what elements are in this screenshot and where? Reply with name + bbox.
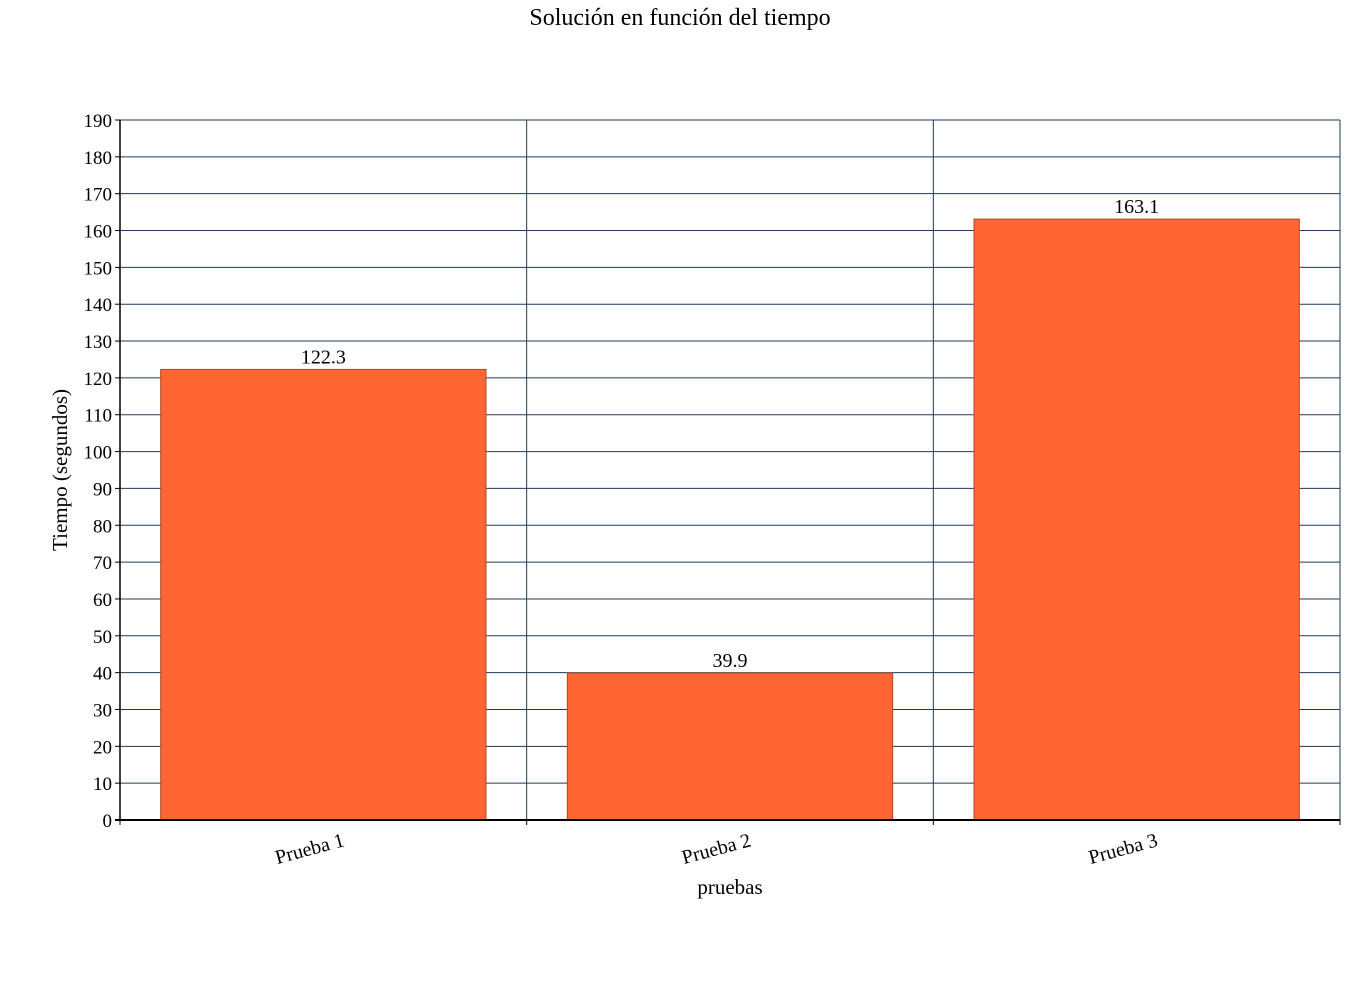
bar xyxy=(160,368,487,821)
y-axis-title: Tiempo (segundos) xyxy=(48,389,72,551)
y-tick-label: 100 xyxy=(84,443,113,464)
y-tick-label: 50 xyxy=(93,627,112,648)
x-tick-label: Prueba 3 xyxy=(1086,829,1160,869)
x-tick-label: Prueba 2 xyxy=(680,829,754,869)
y-tick-label: 80 xyxy=(93,516,112,537)
y-tick-label: 160 xyxy=(84,222,113,243)
bars-layer xyxy=(160,218,1300,821)
y-tick-label: 150 xyxy=(84,258,113,279)
y-tick-label: 190 xyxy=(84,111,113,132)
axes-layer xyxy=(115,119,1341,825)
y-tick-label: 130 xyxy=(84,332,113,353)
bar-value-label: 39.9 xyxy=(713,650,748,672)
bar xyxy=(566,672,894,821)
y-tick-label: 90 xyxy=(93,479,112,500)
y-tick-label: 40 xyxy=(93,664,112,685)
y-tick-label: 60 xyxy=(93,590,112,611)
x-tick-label: Prueba 1 xyxy=(273,829,347,869)
y-tick-label: 180 xyxy=(84,148,113,169)
chart-title: Solución en función del tiempo xyxy=(529,5,830,31)
bar xyxy=(973,218,1300,821)
y-tick-label: 10 xyxy=(93,774,112,795)
y-tick-label: 0 xyxy=(103,811,113,832)
y-tick-label: 140 xyxy=(84,295,113,316)
y-tick-label: 110 xyxy=(84,406,112,427)
y-tick-label: 120 xyxy=(84,369,113,390)
y-tick-label: 20 xyxy=(93,737,112,758)
bar-value-label: 122.3 xyxy=(301,346,346,368)
x-axis-title: pruebas xyxy=(697,875,762,899)
y-tick-label: 30 xyxy=(93,700,112,721)
y-tick-label: 70 xyxy=(93,553,112,574)
bar-value-label: 163.1 xyxy=(1114,196,1159,218)
y-tick-label: 170 xyxy=(84,185,113,206)
